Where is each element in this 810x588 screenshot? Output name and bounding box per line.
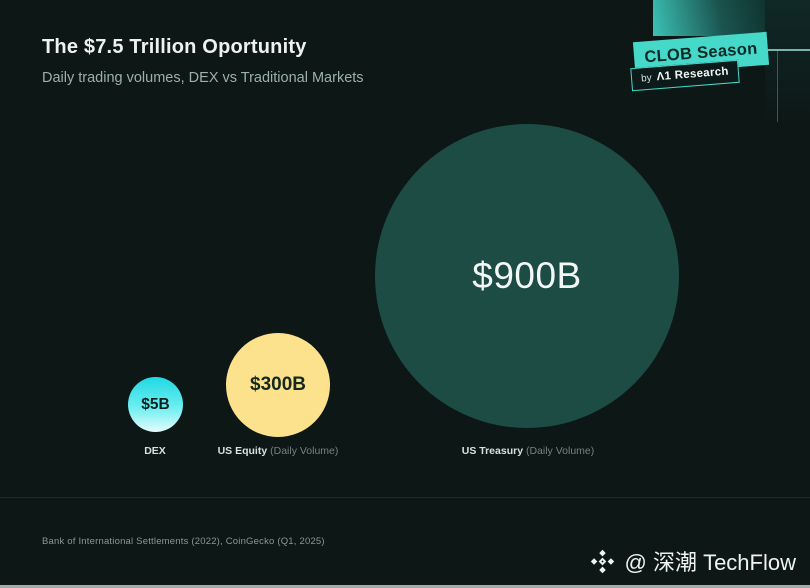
bubble-value-label: $300B: [250, 374, 306, 395]
category-label-dex: DEX: [144, 445, 166, 457]
bubble-us-equity: $300B: [226, 333, 330, 437]
bubble-value-label: $900B: [472, 255, 582, 296]
bottom-edge-strip: [0, 585, 810, 588]
watermark-text: @ 深潮 TechFlow: [624, 550, 796, 575]
footer-divider: [0, 497, 810, 498]
bubble-value-label: $5B: [141, 395, 170, 413]
decorative-horizontal-line: [760, 49, 810, 51]
techflow-watermark: @ 深潮 TechFlow: [589, 545, 796, 577]
byline-brand: Λ1 Research: [656, 65, 730, 84]
source-citation: Bank of International Settlements (2022)…: [42, 536, 325, 547]
byline-prefix: by: [640, 72, 653, 85]
bubble-dex: $5B: [128, 377, 183, 432]
corner-column-decoration: [765, 0, 810, 125]
page-subtitle: Daily trading volumes, DEX vs Traditiona…: [42, 70, 364, 86]
decorative-vertical-line: [777, 50, 778, 122]
category-label-us-equity: US Equity (Daily Volume): [217, 445, 339, 457]
corner-gradient-decoration: [653, 0, 765, 36]
category-label-us-treasury: US Treasury (Daily Volume): [461, 445, 595, 457]
bubble-us-treasury: $900B: [375, 124, 679, 428]
binance-diamond-icon: [589, 548, 616, 575]
page-title: The $7.5 Trillion Oportunity: [42, 36, 307, 58]
